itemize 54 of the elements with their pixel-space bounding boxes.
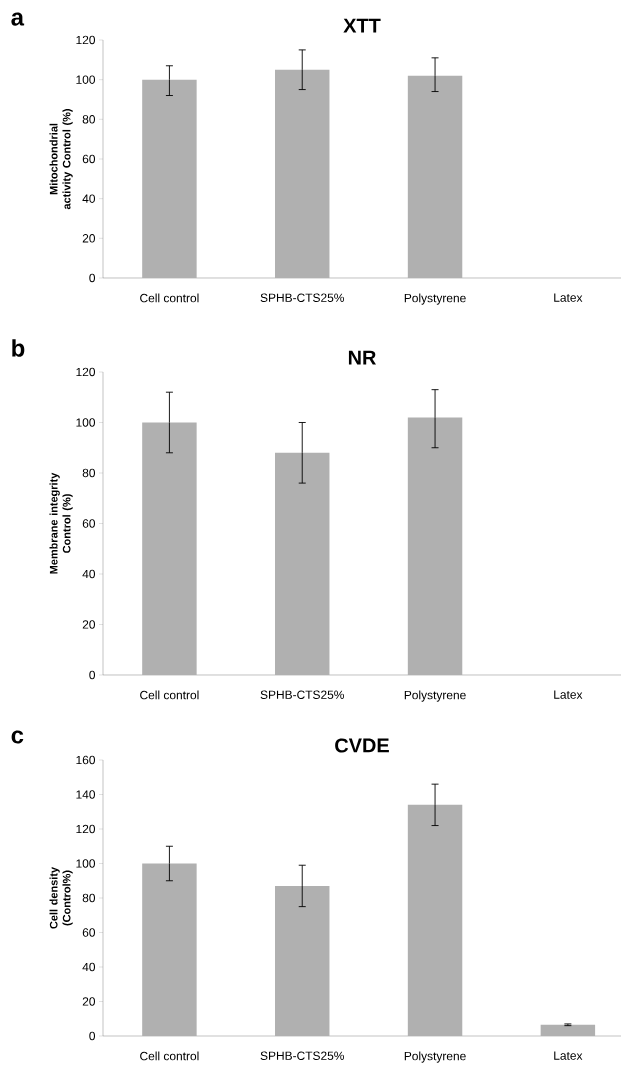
y-tick-label: 60	[82, 519, 96, 528]
y-tick-label: 100	[76, 418, 96, 427]
y-tick-label: 160	[76, 755, 96, 765]
bar	[142, 422, 197, 675]
y-tick-label: 80	[82, 468, 96, 478]
y-tick-label: 120	[76, 367, 96, 377]
y-tick-label: 100	[76, 75, 96, 84]
y-tick-label: 40	[82, 962, 96, 972]
x-tick-label: Cell control	[140, 293, 199, 303]
x-tick-label: Latex	[554, 293, 583, 302]
chart-title: CVDE	[335, 738, 389, 753]
y-tick-label: 80	[82, 893, 96, 903]
text: b	[12, 339, 25, 357]
x-tick-label: SPHB-CTS25%	[260, 293, 344, 302]
y-tick-label: 80	[82, 115, 96, 124]
x-tick-label: Cell control	[140, 1051, 199, 1061]
y-tick-label: 20	[82, 620, 96, 629]
bar	[407, 417, 463, 675]
chart-title: NR	[348, 350, 376, 365]
x-tick-label: Cell control	[140, 690, 199, 700]
y-tick-label: 140	[76, 790, 96, 799]
x-tick-label: Latex	[554, 690, 583, 699]
y-axis-title: Membrane integrity Control (%)	[49, 472, 73, 574]
text: c	[11, 730, 24, 744]
bar	[275, 452, 330, 675]
y-tick-label: 0	[89, 670, 96, 680]
y-tick-label: 60	[82, 154, 96, 164]
y-tick-label: 20	[82, 997, 96, 1006]
x-tick-label: SPHB-CTS25%	[260, 1051, 344, 1060]
y-tick-label: 100	[76, 859, 96, 868]
y-tick-label: 60	[82, 928, 96, 937]
y-axis-title: Mitochondrial activity Control (%)	[49, 109, 73, 210]
x-tick-label: Polystyrene	[404, 1051, 466, 1063]
y-tick-label: 40	[82, 194, 96, 203]
y-tick-label: 40	[82, 569, 96, 579]
y-tick-label: 120	[76, 824, 96, 834]
y-tick-label: 20	[82, 234, 96, 243]
bar	[275, 69, 330, 278]
x-tick-label: Polystyrene	[404, 690, 466, 702]
bar	[407, 75, 463, 278]
bar	[275, 885, 330, 1036]
y-axis-title: Cell density (Control%)	[49, 867, 73, 929]
bar	[142, 79, 197, 278]
chart-title: XTT	[343, 18, 381, 33]
bar	[142, 863, 197, 1036]
text: a	[11, 12, 25, 26]
y-tick-label: 120	[76, 35, 96, 45]
bar	[540, 1024, 596, 1036]
x-tick-label: Latex	[554, 1051, 583, 1060]
x-tick-label: Polystyrene	[404, 293, 466, 305]
y-tick-label: 0	[89, 273, 96, 283]
y-tick-label: 0	[89, 1031, 96, 1041]
x-tick-label: SPHB-CTS25%	[260, 690, 344, 699]
bar	[407, 804, 463, 1036]
